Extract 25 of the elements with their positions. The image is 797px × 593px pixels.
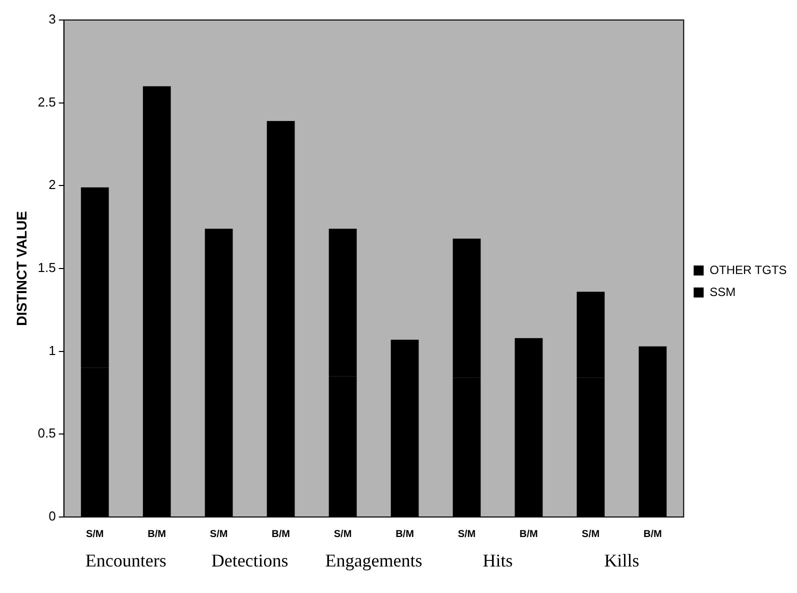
x-tick-label: B/M bbox=[272, 528, 290, 540]
y-tick-label: 2 bbox=[48, 177, 56, 192]
x-tick-label: S/M bbox=[210, 528, 228, 540]
x-tick-label: S/M bbox=[582, 528, 600, 540]
text: Kills bbox=[604, 550, 640, 571]
text: Detections bbox=[211, 550, 288, 571]
y-tick-label: 1.5 bbox=[38, 260, 56, 276]
y-tick-label: 3 bbox=[48, 12, 56, 27]
y-axis-title: DISTINCT VALUE bbox=[13, 211, 30, 326]
text: Hits bbox=[482, 550, 513, 571]
legend-label: OTHER TGTS bbox=[710, 262, 787, 277]
x-tick-label: B/M bbox=[644, 528, 662, 540]
x-tick-label: S/M bbox=[458, 528, 476, 540]
x-tick-label: B/M bbox=[148, 528, 166, 540]
legend-label: SSM bbox=[710, 284, 736, 299]
y-tick-label: 0.5 bbox=[38, 426, 56, 441]
x-tick-label: S/M bbox=[334, 528, 352, 540]
y-tick-label: 0 bbox=[48, 508, 56, 524]
x-tick-label: B/M bbox=[520, 528, 538, 540]
text: Encounters bbox=[85, 550, 166, 571]
x-tick-label: B/M bbox=[396, 528, 414, 540]
x-tick-label: S/M bbox=[86, 528, 104, 540]
text: Engagements bbox=[325, 550, 422, 571]
y-tick-label: 2.5 bbox=[38, 94, 56, 110]
y-tick-label: 1 bbox=[48, 342, 56, 358]
